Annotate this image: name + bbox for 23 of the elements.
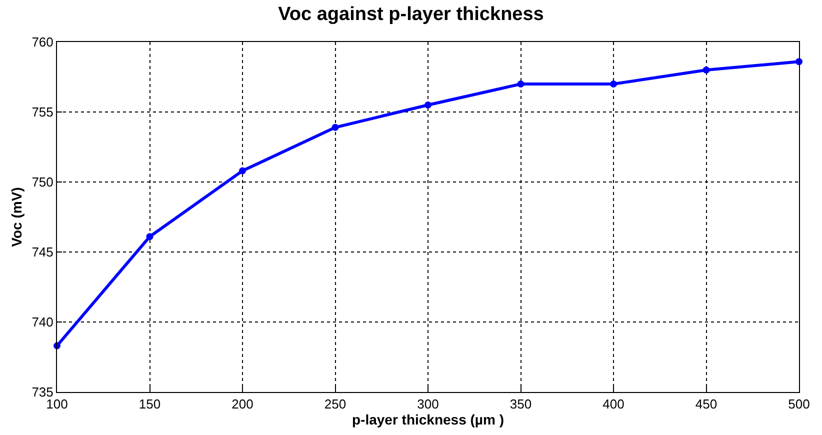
x-tick-label: 400 [602, 396, 624, 412]
y-tick-label: 740 [32, 314, 54, 330]
x-axis-title: p-layer thickness (µm ) [352, 412, 504, 428]
x-tick-label: 500 [788, 396, 810, 412]
point [239, 167, 246, 174]
y-axis-title: Voc (mV) [8, 187, 24, 247]
x-tick-label: 200 [232, 396, 254, 412]
x-tick-label: 250 [324, 396, 346, 412]
y-tick-label: 755 [32, 104, 54, 120]
point [332, 124, 339, 131]
point [146, 233, 154, 240]
point [424, 102, 432, 108]
x-tick-label: 150 [138, 396, 161, 412]
x-tick-label: 450 [695, 396, 718, 412]
chart-title: Voc against p-layer thickness [278, 4, 544, 25]
y-tick-label: 745 [32, 244, 54, 260]
y-tick-label: 750 [32, 174, 54, 190]
y-tick-label: 760 [32, 34, 54, 50]
point [610, 80, 617, 88]
x-tick-label: 350 [510, 396, 532, 412]
point [702, 66, 710, 74]
point [517, 80, 524, 88]
x-tick-label: 300 [417, 396, 439, 412]
